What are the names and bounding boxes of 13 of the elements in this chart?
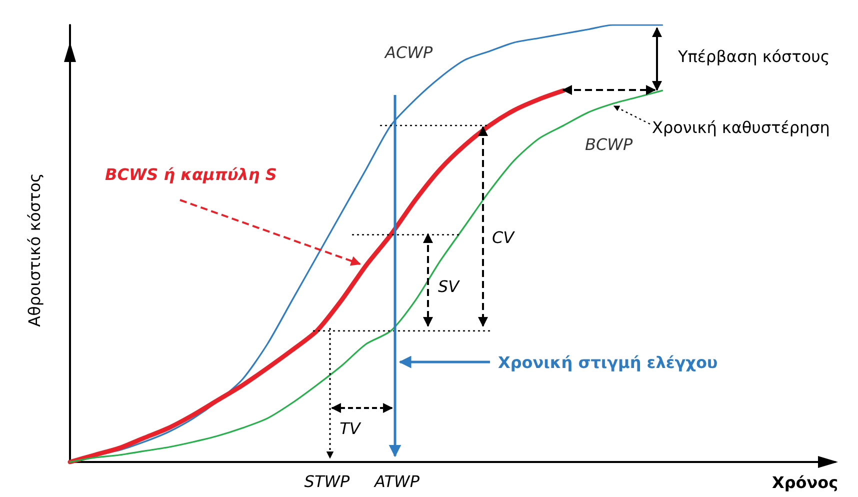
annotation: SV [438, 277, 460, 296]
series-label: BCWP [585, 135, 633, 154]
annotation: Χρονική καθυστέρηση [652, 118, 830, 137]
series-label: ACWP [384, 43, 433, 62]
y-axis-title: Αθροιστικό κόστος [25, 173, 44, 327]
text: STWP [304, 472, 350, 491]
text: BCWS ή καμπύλη S [105, 165, 277, 184]
annotation: CV [492, 228, 516, 247]
x-axis-title: Χρόνος [772, 473, 838, 492]
annotation: Υπέρβαση κόστους [677, 47, 830, 66]
annotation: TV [340, 419, 362, 438]
text: ATWP [373, 472, 420, 491]
annotation: Χρονική στιγμή ελέγχου [498, 353, 718, 372]
